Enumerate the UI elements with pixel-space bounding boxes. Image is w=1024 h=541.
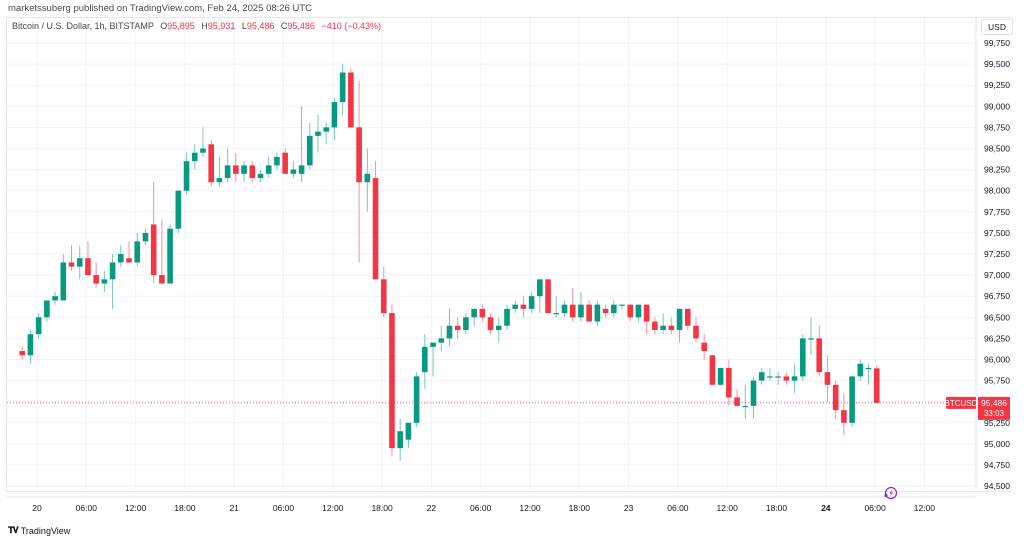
close-label: C: [280, 21, 288, 31]
svg-text:96,750: 96,750: [984, 291, 1010, 301]
svg-text:99,250: 99,250: [984, 80, 1010, 90]
svg-text:18:00: 18:00: [766, 503, 788, 513]
svg-text:12:00: 12:00: [519, 503, 541, 513]
svg-text:18:00: 18:00: [371, 503, 393, 513]
svg-text:98,250: 98,250: [984, 165, 1010, 175]
tradingview-brand: TradingView: [20, 525, 71, 536]
svg-text:23: 23: [624, 503, 634, 513]
publisher-line: marketssuberg published on TradingView.c…: [8, 3, 312, 14]
symbol-legend[interactable]: Bitcoin / U.S. Dollar, 1h, BITSTAMP O95,…: [12, 21, 381, 31]
change-value: −410 (−0.43%): [321, 21, 381, 31]
svg-text:97,750: 97,750: [984, 207, 1010, 217]
grid-lines: [7, 18, 976, 490]
svg-text:18:00: 18:00: [174, 503, 196, 513]
svg-text:06:00: 06:00: [864, 503, 886, 513]
high-label: H: [201, 21, 208, 31]
low-value: 95,486: [246, 21, 275, 31]
svg-text:95,000: 95,000: [984, 439, 1010, 449]
svg-text:95,750: 95,750: [984, 376, 1010, 386]
tradingview-mark-icon: 𝐓𝐕: [8, 525, 19, 535]
close-value: 95,486: [287, 21, 315, 31]
price-axis[interactable]: 99,750 99,500 99,250 99,000 98,750 98,500 98,2…: [975, 18, 1010, 491]
svg-text:12:00: 12:00: [717, 503, 739, 513]
svg-text:BTCUSD: BTCUSD: [945, 399, 978, 408]
svg-text:96,500: 96,500: [984, 312, 1010, 322]
candles: [19, 64, 880, 461]
svg-text:95,486: 95,486: [981, 398, 1007, 408]
svg-text:99,500: 99,500: [984, 59, 1010, 69]
lightning-icon[interactable]: [884, 486, 898, 500]
svg-text:06:00: 06:00: [273, 503, 295, 513]
svg-text:95,250: 95,250: [984, 418, 1010, 428]
svg-text:18:00: 18:00: [569, 503, 591, 513]
open-label: O: [160, 21, 168, 31]
svg-text:06:00: 06:00: [667, 503, 689, 513]
symbol-title: Bitcoin / U.S. Dollar, 1h, BITSTAMP: [12, 21, 154, 31]
time-axis[interactable]: 20 06:00 12:00 18:00 21 06:00 12:00 18:00 22 06:0…: [7, 496, 976, 513]
svg-text:21: 21: [229, 503, 239, 513]
svg-text:94,500: 94,500: [984, 481, 1010, 491]
svg-text:12:00: 12:00: [125, 503, 147, 513]
svg-text:06:00: 06:00: [470, 503, 492, 513]
svg-text:98,500: 98,500: [984, 144, 1010, 154]
svg-text:94,750: 94,750: [984, 460, 1010, 470]
svg-text:96,250: 96,250: [984, 333, 1010, 343]
svg-text:22: 22: [427, 503, 437, 513]
high-value: 95,931: [207, 21, 236, 31]
open-value: 95,895: [167, 21, 195, 31]
svg-text:99,000: 99,000: [984, 101, 1010, 111]
currency-button[interactable]: USD: [981, 19, 1013, 35]
svg-text:20: 20: [32, 503, 42, 513]
svg-text:97,000: 97,000: [984, 270, 1010, 280]
svg-text:98,000: 98,000: [984, 186, 1010, 196]
svg-text:97,250: 97,250: [984, 249, 1010, 259]
chart-frame: [6, 17, 1011, 492]
svg-text:06:00: 06:00: [76, 503, 98, 513]
tradingview-logo[interactable]: 𝐓𝐕 TradingView: [8, 525, 70, 536]
svg-text:12:00: 12:00: [914, 503, 936, 513]
svg-text:99,750: 99,750: [984, 38, 1010, 48]
svg-text:97,500: 97,500: [984, 228, 1010, 238]
svg-text:98,750: 98,750: [984, 122, 1010, 132]
low-label: L: [241, 21, 247, 31]
svg-text:24: 24: [821, 503, 831, 513]
svg-text:33:03: 33:03: [984, 409, 1005, 418]
svg-text:12:00: 12:00: [322, 503, 344, 513]
svg-text:96,000: 96,000: [984, 355, 1010, 365]
